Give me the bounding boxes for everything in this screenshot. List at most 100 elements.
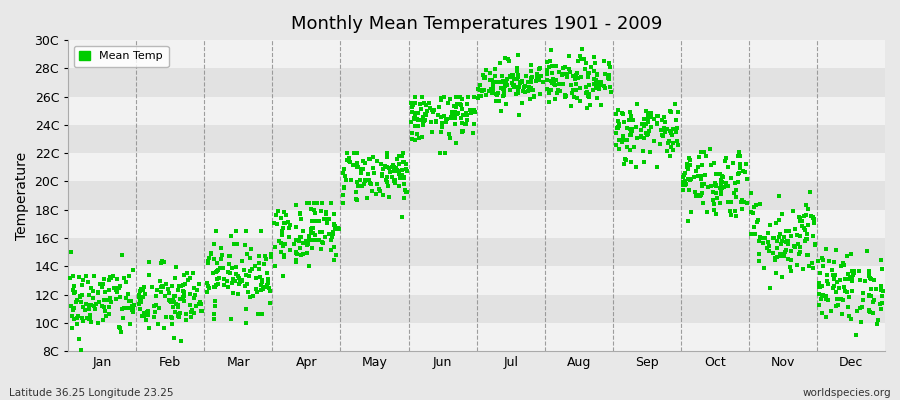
Point bbox=[336, 170, 350, 176]
Point bbox=[511, 112, 526, 118]
Point bbox=[791, 241, 806, 247]
Point bbox=[148, 309, 163, 315]
Point bbox=[505, 72, 519, 78]
Point bbox=[620, 125, 634, 131]
Point bbox=[567, 93, 581, 100]
Point bbox=[524, 62, 538, 68]
Point bbox=[115, 306, 130, 313]
Point bbox=[173, 296, 187, 302]
Point bbox=[289, 259, 303, 265]
Point bbox=[122, 298, 136, 304]
Point bbox=[477, 75, 491, 82]
Point bbox=[168, 264, 183, 270]
Point bbox=[589, 85, 603, 92]
Point bbox=[454, 115, 468, 122]
Point bbox=[194, 301, 209, 308]
Point bbox=[808, 242, 823, 248]
Point bbox=[589, 77, 603, 84]
Point bbox=[221, 268, 236, 275]
Point bbox=[799, 251, 814, 258]
Point bbox=[82, 316, 96, 322]
Point bbox=[400, 188, 414, 195]
Point bbox=[793, 232, 807, 239]
Point bbox=[838, 275, 852, 282]
Point bbox=[510, 64, 525, 71]
Point bbox=[637, 123, 652, 130]
Point bbox=[737, 198, 751, 205]
Point bbox=[744, 230, 759, 237]
Point bbox=[276, 242, 291, 249]
Point bbox=[202, 259, 216, 266]
Point bbox=[399, 166, 413, 172]
Point bbox=[542, 64, 556, 70]
Point bbox=[92, 299, 106, 305]
Point bbox=[102, 310, 116, 317]
Point bbox=[200, 280, 214, 286]
Point bbox=[363, 156, 377, 162]
Point bbox=[302, 233, 317, 240]
Point bbox=[91, 320, 105, 326]
Point bbox=[132, 297, 147, 303]
Point bbox=[617, 155, 632, 162]
Point bbox=[499, 79, 513, 85]
Point bbox=[155, 283, 169, 290]
Point bbox=[90, 288, 104, 295]
Point bbox=[392, 169, 406, 175]
Point bbox=[777, 253, 791, 260]
Point bbox=[498, 83, 512, 89]
Point bbox=[283, 247, 297, 253]
Point bbox=[695, 182, 709, 189]
Point bbox=[664, 144, 679, 150]
Point bbox=[459, 121, 473, 127]
Point bbox=[154, 260, 168, 266]
Legend: Mean Temp: Mean Temp bbox=[74, 46, 168, 67]
Point bbox=[657, 114, 671, 120]
Point bbox=[223, 270, 238, 276]
Point bbox=[826, 272, 841, 278]
Point bbox=[780, 238, 795, 245]
Point bbox=[269, 212, 284, 218]
Point bbox=[388, 180, 402, 186]
Point bbox=[581, 94, 596, 100]
Point bbox=[124, 306, 139, 313]
Point bbox=[491, 89, 505, 96]
Point bbox=[874, 287, 888, 293]
Point bbox=[208, 303, 222, 309]
Point bbox=[788, 244, 803, 250]
Point bbox=[544, 86, 558, 93]
Point bbox=[74, 298, 88, 305]
Point bbox=[843, 251, 858, 258]
Point bbox=[676, 173, 690, 180]
Point bbox=[715, 191, 729, 197]
Point bbox=[158, 325, 172, 332]
Point bbox=[508, 90, 523, 97]
Point bbox=[226, 276, 240, 282]
Point bbox=[756, 240, 770, 246]
Point bbox=[210, 260, 224, 266]
Point bbox=[867, 297, 881, 303]
Point bbox=[617, 137, 632, 143]
Point bbox=[654, 127, 669, 133]
Point bbox=[582, 91, 597, 97]
Point bbox=[148, 301, 163, 308]
Point bbox=[94, 284, 109, 291]
Point bbox=[774, 241, 788, 247]
Point bbox=[454, 96, 469, 102]
Point bbox=[597, 83, 611, 89]
Point bbox=[590, 72, 604, 78]
Point bbox=[187, 285, 202, 291]
Point bbox=[271, 208, 285, 215]
Point bbox=[563, 103, 578, 110]
Point bbox=[139, 317, 153, 323]
Point bbox=[310, 200, 324, 206]
Point bbox=[274, 215, 288, 222]
Point bbox=[827, 276, 842, 282]
Point bbox=[357, 177, 372, 183]
Point bbox=[84, 319, 98, 326]
Bar bbox=[68, 210, 885, 238]
Point bbox=[362, 177, 376, 183]
Point bbox=[375, 166, 390, 172]
Point bbox=[808, 241, 823, 247]
Point bbox=[406, 102, 420, 108]
Point bbox=[515, 78, 529, 84]
